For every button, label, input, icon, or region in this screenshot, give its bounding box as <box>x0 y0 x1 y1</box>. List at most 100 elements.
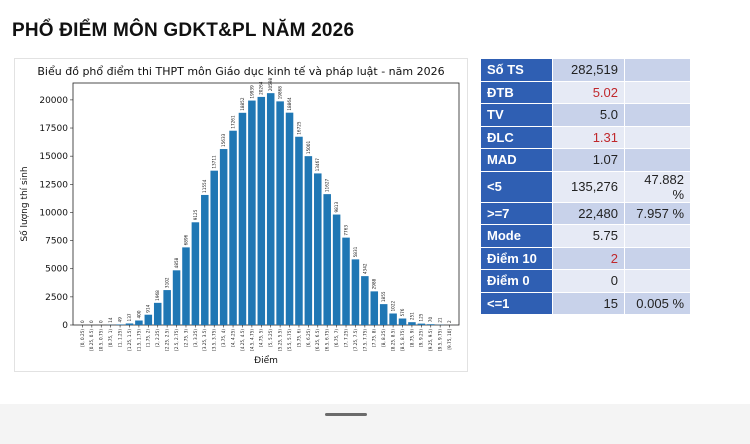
stat-label: Điểm 10 <box>480 246 553 270</box>
stat-label: MAD <box>480 148 553 172</box>
stat-row: >=7 22,480 7.957 % <box>480 201 691 225</box>
bar-value-label: 20264 <box>259 81 264 95</box>
x-tick-label: [3, 3.25) <box>193 329 198 347</box>
y-tick-label: 12500 <box>39 180 68 190</box>
x-tick-label: [6.5, 6.75) <box>325 329 330 351</box>
x-tick-label: [7.75, 8) <box>372 329 377 347</box>
statistics-table: Số TS 282,519 ĐTB 5.02 TV 5.0 ĐLC 1.31 MAD 1.07 <5… <box>480 58 691 315</box>
x-tick-label: [8.5, 8.75) <box>400 329 405 351</box>
bar <box>304 156 313 325</box>
bar-value-label: 17261 <box>230 115 235 129</box>
stat-value: 135,276 <box>552 170 625 203</box>
bar-value-label: 9125 <box>193 209 198 220</box>
bar-value-label: 0 <box>89 320 94 323</box>
bar-value-label: 7763 <box>343 225 348 236</box>
bar <box>332 214 341 325</box>
y-tick-label: 7500 <box>45 237 68 247</box>
score-distribution-chart: Biểu đồ phổ điểm thi THPT môn Giáo dục k… <box>19 65 460 366</box>
x-tick-label: [9.75, 10] <box>447 329 452 350</box>
stat-percentage <box>624 224 691 248</box>
stat-value: 5.75 <box>552 224 625 248</box>
x-tick-label: [1, 1.25) <box>117 329 122 347</box>
bar <box>125 323 134 325</box>
page-title: PHỔ ĐIỂM MÔN GDKT&PL NĂM 2026 <box>12 20 355 41</box>
x-tick-label: [2.75, 3) <box>183 329 188 347</box>
y-tick-label: 10000 <box>39 208 68 218</box>
chart-container: Biểu đồ phổ điểm thi THPT môn Giáo dục k… <box>14 58 468 372</box>
bar <box>219 149 228 325</box>
stat-value: 22,480 <box>552 201 625 225</box>
y-tick-label: 0 <box>62 321 68 331</box>
bar <box>172 270 181 325</box>
bar-value-label: 21 <box>438 317 443 323</box>
bar-value-label: 19939 <box>249 85 254 99</box>
bar <box>116 324 124 325</box>
bar <box>379 304 388 325</box>
bar <box>351 259 360 325</box>
stat-value: 0 <box>552 269 625 293</box>
x-tick-label: [3.5, 3.75) <box>212 329 217 351</box>
x-tick-label: [0.5, 0.75) <box>99 329 104 351</box>
x-tick-label: [5, 5.25) <box>268 329 273 347</box>
bar <box>135 320 143 325</box>
bar-value-label: 2 <box>447 320 452 323</box>
bar-value-label: 251 <box>409 312 414 320</box>
bar-value-label: 15001 <box>306 140 311 154</box>
bar-value-label: 19868 <box>278 86 283 100</box>
x-tick-label: [3.25, 3.5) <box>202 329 207 351</box>
x-tick-label: [4.25, 4.5) <box>240 329 245 351</box>
x-tick-label: [4.75, 5) <box>259 329 264 347</box>
bar-value-label: 0 <box>99 320 104 323</box>
stat-value: 5.0 <box>552 103 625 127</box>
stat-percentage: 0.005 % <box>624 291 691 315</box>
bar-value-label: 11554 <box>202 179 207 193</box>
stat-label: <5 <box>480 170 553 203</box>
x-tick-label: [9.5, 9.75) <box>438 329 443 351</box>
bar-value-label: 16725 <box>296 121 301 135</box>
stat-row: Mode 5.75 <box>480 224 691 248</box>
bar <box>201 194 209 325</box>
stat-row: MAD 1.07 <box>480 148 691 172</box>
bar-value-label: 914 <box>146 304 151 312</box>
y-axis-label: Số lượng thí sinh <box>19 166 30 241</box>
stat-row: <=1 15 0.005 % <box>480 291 691 315</box>
bar <box>295 136 303 325</box>
x-tick-label: [7.25, 7.5) <box>353 329 358 351</box>
x-tick-label: [4, 4.25) <box>230 329 235 347</box>
bar-value-label: 1022 <box>390 301 395 312</box>
stat-percentage <box>624 103 691 127</box>
x-tick-label: [1.75, 2) <box>146 329 151 347</box>
x-tick-label: [8.25, 8.5) <box>390 329 395 351</box>
stat-label: >=7 <box>480 201 553 225</box>
scroll-indicator[interactable] <box>325 413 367 416</box>
y-tick-label: 15000 <box>39 152 68 162</box>
bar <box>426 324 435 325</box>
stat-value: 15 <box>552 291 625 315</box>
x-tick-label: [7, 7.25) <box>343 329 348 347</box>
bar-value-label: 2988 <box>372 278 377 289</box>
x-tick-label: [9, 9.25) <box>419 329 424 347</box>
bar-value-label: 4858 <box>174 257 179 268</box>
x-tick-label: [8.75, 9) <box>409 329 414 347</box>
x-tick-label: [3.75, 4) <box>221 329 226 347</box>
bar-value-label: 15633 <box>221 133 226 147</box>
bar <box>153 302 162 325</box>
bar-value-label: 6896 <box>183 234 188 245</box>
stat-row: TV 5.0 <box>480 103 691 127</box>
stat-label: Số TS <box>480 58 553 82</box>
x-tick-label: [1.25, 1.5) <box>127 329 132 351</box>
stat-percentage <box>624 246 691 270</box>
bar-value-label: 11627 <box>325 178 330 192</box>
stat-value: 1.31 <box>552 125 625 149</box>
x-tick-label: [9.25, 9.5) <box>428 329 433 351</box>
x-tick-label: [5.25, 5.5) <box>278 329 283 351</box>
stat-value: 5.02 <box>552 80 625 104</box>
bar <box>417 323 426 325</box>
stat-percentage <box>624 148 691 172</box>
bar-value-label: 18852 <box>240 97 245 111</box>
bar-value-label: 1855 <box>381 291 386 302</box>
bar-value-label: 125 <box>419 313 424 321</box>
bar-value-label: 14 <box>108 317 113 323</box>
chart-title: Biểu đồ phổ điểm thi THPT môn Giáo dục k… <box>37 65 444 78</box>
